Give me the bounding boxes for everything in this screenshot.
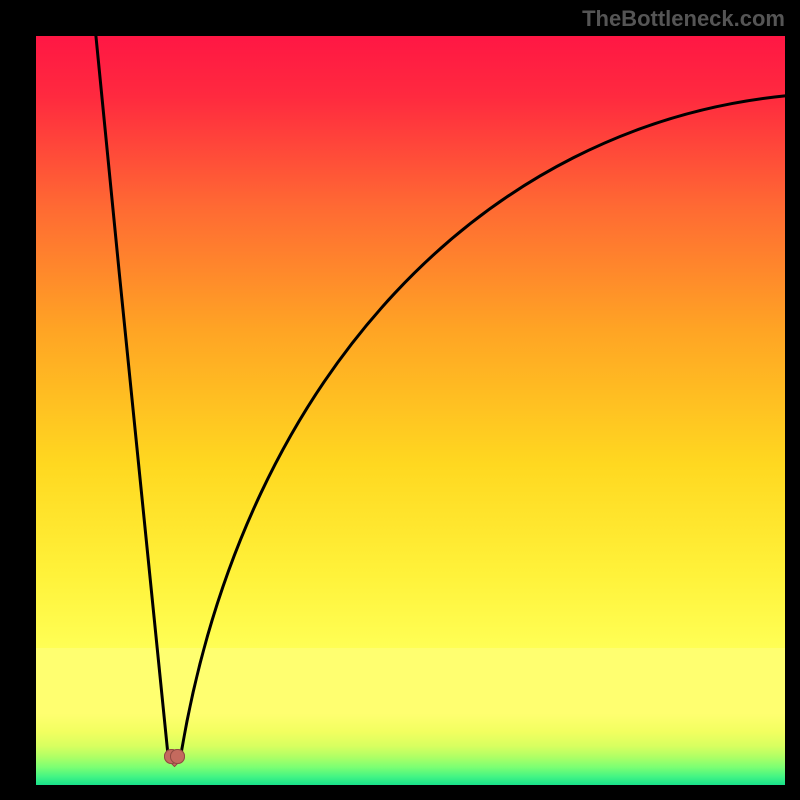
heart-marker xyxy=(163,747,187,771)
watermark-text: TheBottleneck.com xyxy=(582,6,785,32)
frame-border-3 xyxy=(785,0,800,800)
bottleneck-curve xyxy=(36,36,785,785)
frame-border-1 xyxy=(0,785,800,800)
plot-area xyxy=(36,36,785,785)
frame-border-2 xyxy=(0,0,36,800)
